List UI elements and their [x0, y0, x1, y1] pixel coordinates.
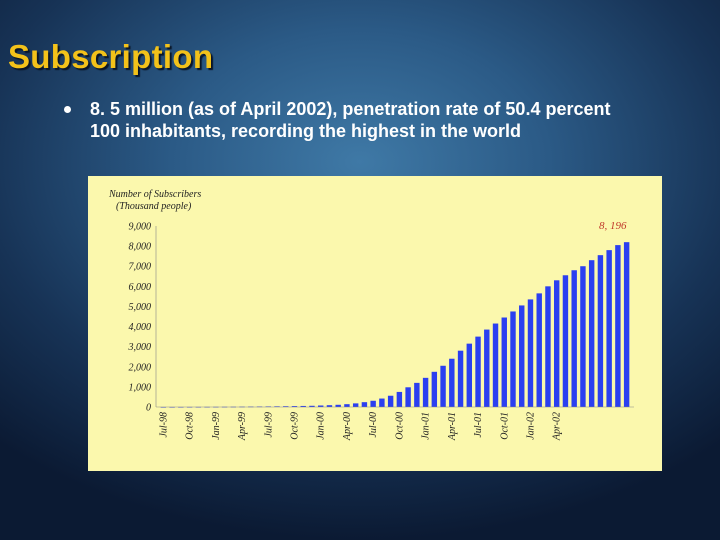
bar [422, 377, 429, 407]
bar [580, 266, 586, 407]
bar [396, 391, 403, 407]
x-tick-label: Jan-99 [211, 412, 222, 440]
y-tick-label: 0 [146, 403, 151, 414]
bar [309, 405, 315, 407]
x-tick-label: Apr-00 [342, 412, 353, 441]
bar [283, 406, 289, 407]
bar [326, 405, 333, 407]
bar [562, 275, 569, 407]
x-tick-label: Jan-01 [421, 412, 432, 440]
x-tick-label: Jul-98 [158, 412, 169, 438]
bullet-icon [64, 106, 71, 113]
chart-svg: Number of Subscribers (Thousand people) … [108, 189, 634, 441]
y-tick-label: 5,000 [129, 302, 152, 313]
x-tick-label: Jan-00 [316, 412, 327, 440]
bar [484, 329, 490, 407]
y-axis-label-line-2: (Thousand people) [116, 201, 192, 212]
bar [553, 280, 560, 407]
bar [588, 260, 595, 407]
bar [379, 398, 385, 407]
bar [457, 350, 464, 407]
bar [606, 250, 612, 407]
slide-title: Subscription [8, 38, 214, 75]
bullet-text-line-2: 100 inhabitants, recording the highest i… [90, 121, 522, 141]
y-axis-label-line-1: Number of Subscribers [108, 189, 201, 200]
y-tick-label: 2,000 [129, 362, 152, 373]
bar [597, 255, 604, 407]
bar [431, 371, 438, 407]
y-tick-label: 3,000 [128, 342, 152, 353]
bar [361, 402, 368, 407]
x-tick-label: Jul-01 [473, 412, 484, 438]
x-tick-label: Oct-01 [499, 412, 510, 440]
bar [274, 406, 280, 407]
bar [405, 387, 411, 407]
bar [335, 404, 341, 407]
x-tick-label: Jul-99 [263, 412, 274, 438]
x-tick-label: Jul-00 [368, 412, 379, 438]
y-tick-label: 8,000 [129, 242, 152, 253]
y-tick-label: 4,000 [129, 322, 152, 333]
end-value-label: 8, 196 [599, 220, 627, 232]
bar [387, 395, 394, 407]
bar [615, 245, 621, 407]
y-tick-label: 6,000 [129, 282, 152, 293]
bullet-text-line-1: 8. 5 million (as of April 2002), penetra… [90, 99, 611, 119]
x-tick-label: Oct-98 [185, 412, 196, 440]
x-tick-label: Oct-00 [394, 412, 405, 440]
bar [449, 358, 455, 407]
bar [623, 242, 630, 407]
bar [291, 406, 298, 407]
bar [344, 404, 350, 407]
x-tick-label: Apr-01 [447, 412, 458, 441]
bar [545, 286, 551, 407]
bar [501, 317, 507, 407]
bar [317, 405, 324, 407]
bar [571, 270, 577, 407]
bar [536, 293, 542, 407]
bar [527, 299, 534, 407]
bar [440, 365, 446, 407]
y-tick-label: 7,000 [129, 262, 152, 273]
x-tick-label: Oct-99 [290, 412, 301, 440]
subscribers-chart: Number of Subscribers (Thousand people) … [88, 176, 662, 471]
bullet-point: 8. 5 million (as of April 2002), penetra… [64, 98, 706, 142]
bar [370, 400, 376, 407]
x-tick-label: Jan-02 [526, 412, 537, 440]
y-tick-label: 9,000 [129, 222, 152, 233]
bar [352, 403, 359, 407]
bar [510, 311, 516, 407]
bar [519, 305, 525, 407]
bar [466, 343, 473, 407]
bar [475, 336, 481, 407]
bar [414, 382, 420, 407]
x-tick-label: Apr-99 [237, 412, 248, 441]
y-tick-label: 1,000 [129, 382, 152, 393]
bar [492, 323, 499, 407]
x-tick-label: Apr-02 [552, 412, 563, 441]
bar [300, 405, 306, 407]
